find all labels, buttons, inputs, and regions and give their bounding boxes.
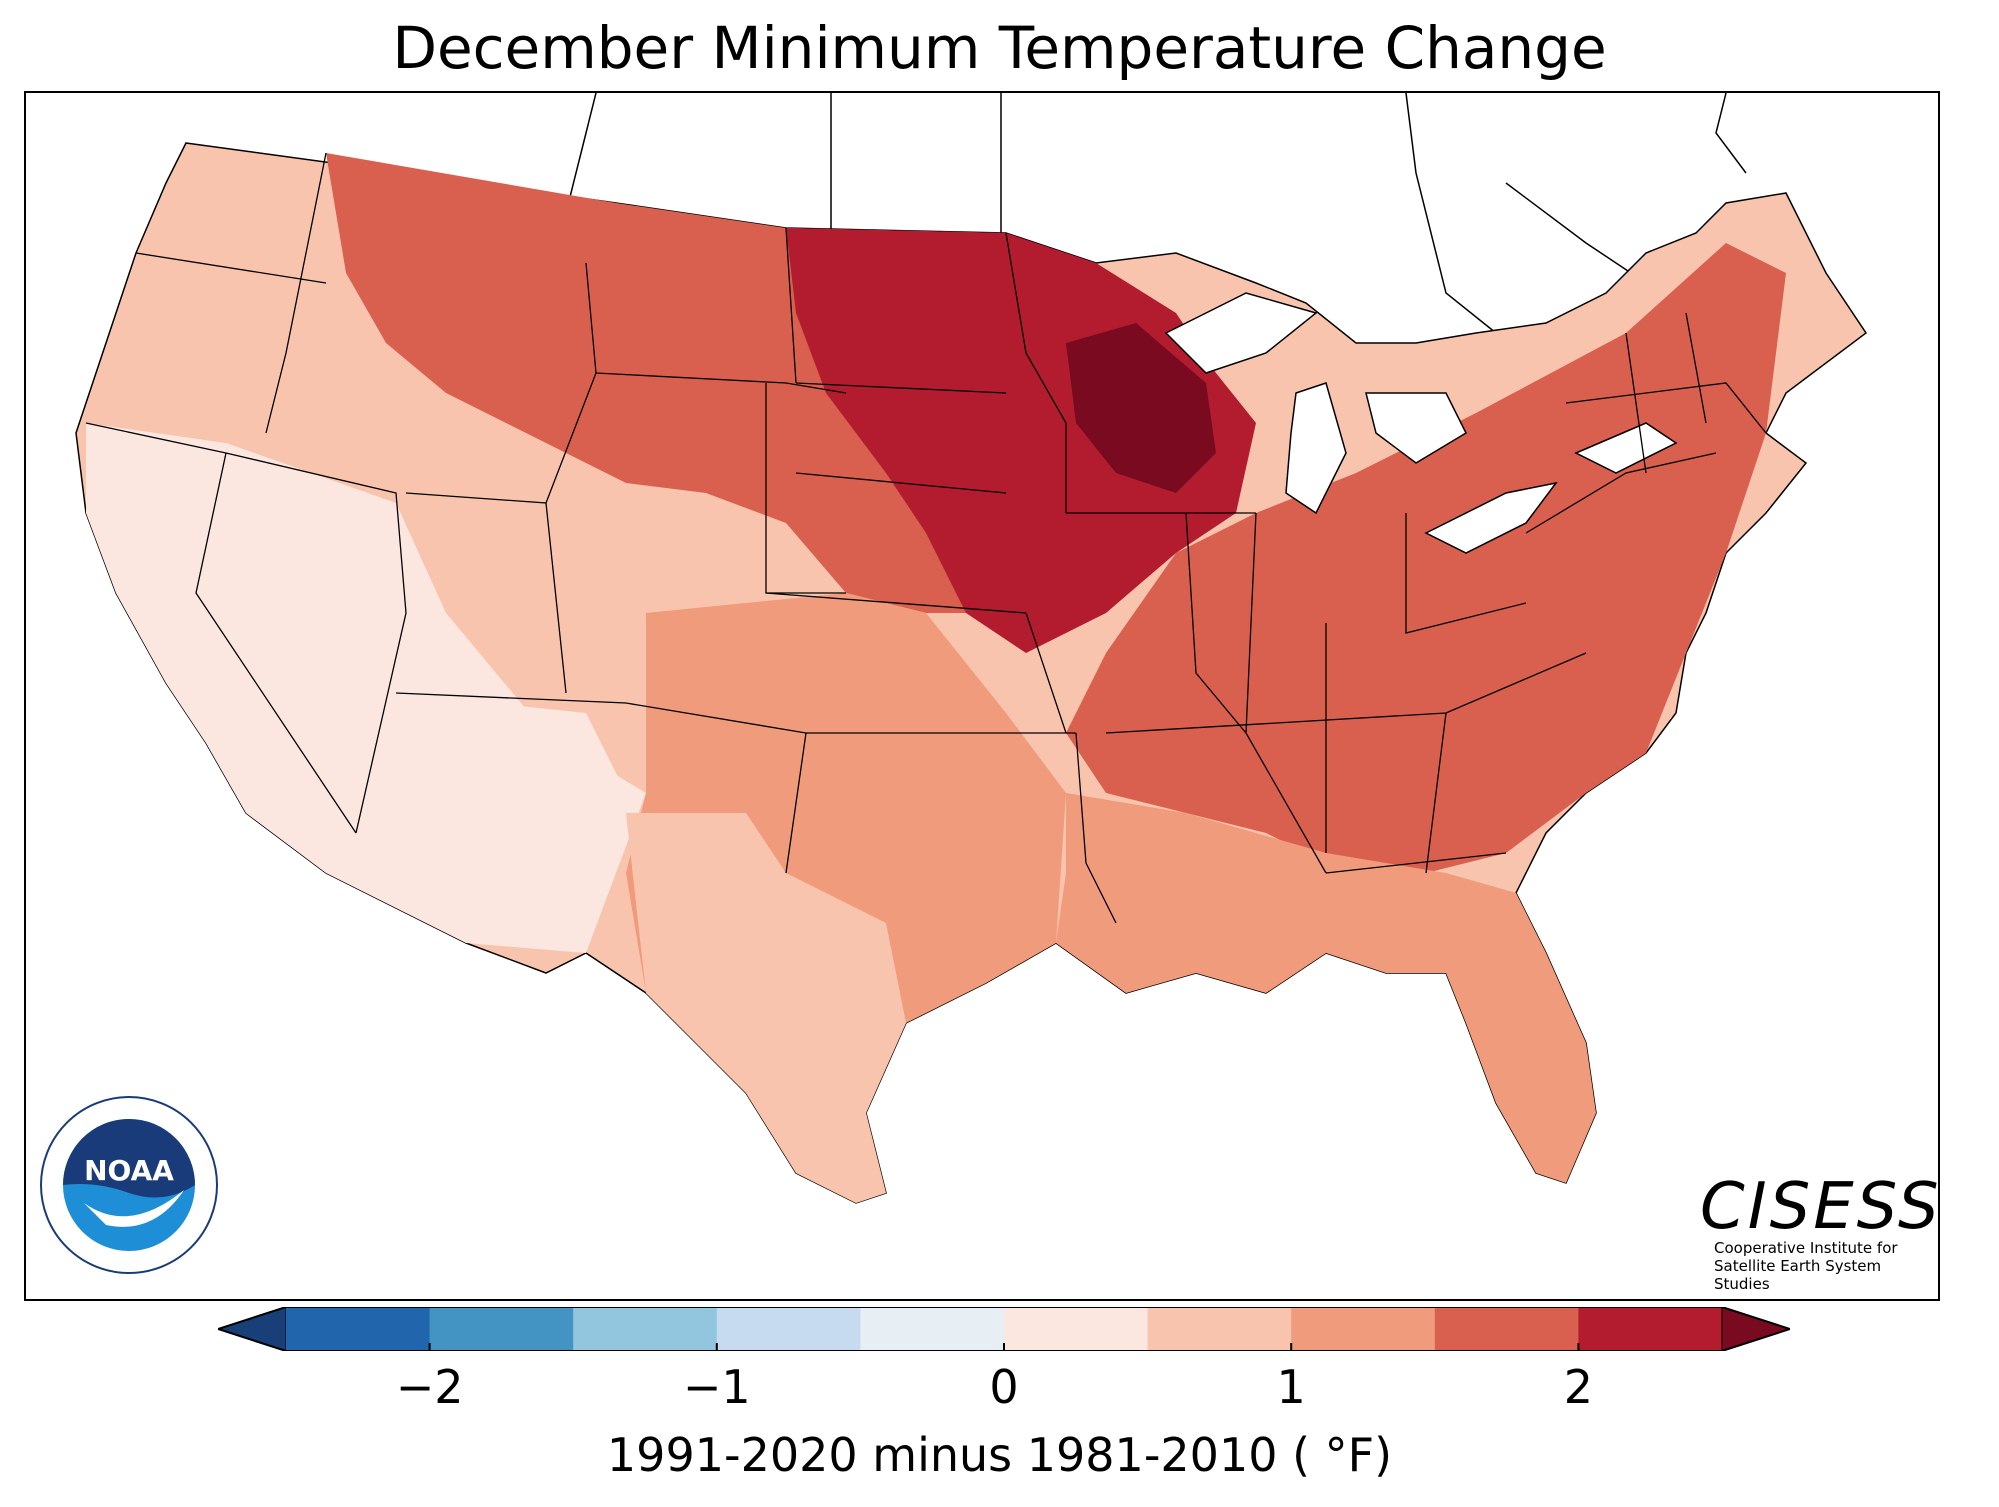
- colorbar-over-arrow: [1721, 1307, 1790, 1351]
- state-borders: [85, 152, 1767, 924]
- colorbar-bin-0: [286, 1307, 431, 1351]
- noaa-wordmark: NOAA: [84, 1154, 174, 1187]
- colorbar-tick-label-4: 2: [1563, 1360, 1594, 1414]
- cisess-line1: Cooperative Institute for: [1714, 1239, 1898, 1257]
- great-lakes: [1164, 292, 1678, 554]
- cisess-line2: Satellite Earth System Studies: [1714, 1257, 1882, 1293]
- colorbar-bin-9: [1578, 1307, 1723, 1351]
- colorbar-bin-8: [1434, 1307, 1579, 1351]
- colorbar-bin-6: [1147, 1307, 1292, 1351]
- noaa-logo: NOAA: [34, 1085, 224, 1285]
- colorbar-under-arrow: [218, 1307, 287, 1351]
- noaa-logo-graphic: NOAA: [40, 1096, 218, 1274]
- east-region: [1066, 243, 1786, 873]
- map-frame: [24, 91, 1940, 1301]
- colorbar-bin-5: [1004, 1307, 1149, 1351]
- colorbar-tick-label-0: −2: [395, 1360, 464, 1414]
- cisess-wordmark: CISESS: [1700, 1170, 1942, 1244]
- colorbar-bin-3: [716, 1307, 861, 1351]
- canada-borders: [565, 93, 1747, 334]
- cisess-logo: CISESS Cooperative Institute for Satelli…: [1700, 1175, 1940, 1295]
- colorbar-tick-label-3: 1: [1276, 1360, 1306, 1414]
- colorbar-label: 1991-2020 minus 1981-2010 ( °F): [606, 1428, 1393, 1482]
- map-title: December Minimum Temperature Change: [392, 14, 1607, 82]
- colorbar-tick-label-2: 0: [989, 1360, 1019, 1414]
- colorbar-bin-7: [1291, 1307, 1436, 1351]
- colorbar: [218, 1307, 1790, 1351]
- texas-light: [626, 813, 906, 1203]
- upper-midwest-darkest: [1066, 323, 1216, 493]
- southwest-region-light: [396, 693, 626, 873]
- southeast-region: [1056, 793, 1596, 1183]
- colorbar-bin-1: [429, 1307, 574, 1351]
- colorbar-tick-label-1: −1: [682, 1360, 751, 1414]
- colorbar-bin-4: [860, 1307, 1005, 1351]
- colorbar-bin-2: [573, 1307, 718, 1351]
- us-temperature-map: [75, 93, 1868, 1204]
